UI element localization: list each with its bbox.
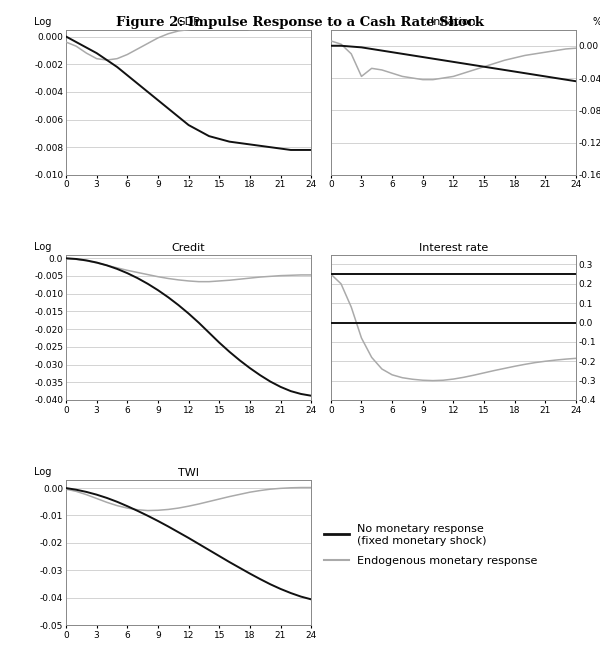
- Text: Log: Log: [34, 467, 52, 477]
- Title: TWI: TWI: [178, 468, 199, 478]
- Text: Log: Log: [34, 242, 52, 252]
- Text: Figure 2: Impulse Response to a Cash Rate Shock: Figure 2: Impulse Response to a Cash Rat…: [116, 16, 484, 30]
- Title: GDP: GDP: [176, 18, 200, 28]
- Title: Credit: Credit: [172, 243, 205, 253]
- Text: % pts: % pts: [593, 16, 600, 27]
- Title: Interest rate: Interest rate: [419, 243, 488, 253]
- Legend: No monetary response
(fixed monetary shock), Endogenous monetary response: No monetary response (fixed monetary sho…: [324, 524, 538, 567]
- Text: Log: Log: [34, 16, 52, 27]
- Title: Inflation: Inflation: [431, 18, 476, 28]
